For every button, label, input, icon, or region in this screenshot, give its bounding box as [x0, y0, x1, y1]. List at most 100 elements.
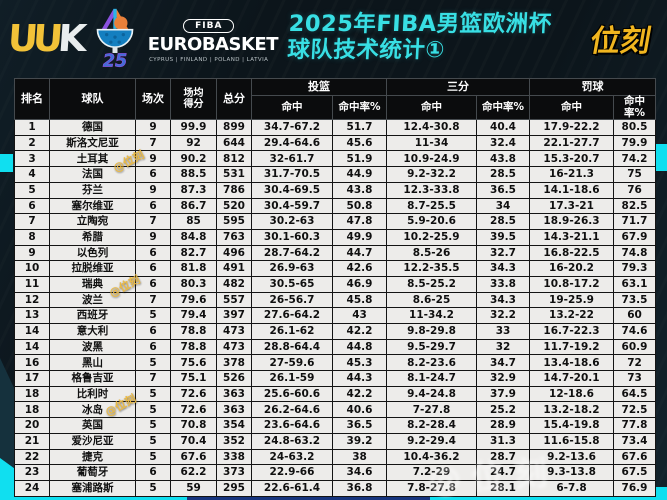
cell-rank: 11: [14, 275, 50, 293]
cell-fg_made: 27-59.6: [251, 354, 333, 372]
team-stats-table: 排名 球队 场次 场均 得分 总分 投篮 三分 罚球 命中 命中率% 命中 命中…: [14, 77, 656, 497]
cell-fg_pct: 45.8: [332, 291, 387, 309]
cell-total_points: 373: [216, 464, 252, 481]
cell-rank: 13: [14, 307, 50, 325]
cell-fg_made: 22.6-61.4: [251, 479, 333, 497]
cell-ft_made: 14.1-18.6: [529, 181, 614, 199]
cell-team: 塞尔维亚: [49, 197, 136, 215]
header-games: 场次: [135, 77, 171, 121]
cell-ft_made: 13.2-22: [529, 307, 614, 325]
cell-three_pct: 39.5: [476, 228, 530, 246]
cell-games: 6: [135, 323, 171, 340]
cell-games: 6: [135, 197, 171, 215]
cell-total_points: 531: [216, 166, 252, 183]
cell-three_pct: 32.2: [476, 307, 530, 325]
cell-avg_points: 84.8: [170, 228, 217, 246]
cell-avg_points: 70.8: [170, 417, 217, 434]
cell-fg_made: 25.6-60.6: [251, 385, 333, 403]
cell-games: 5: [135, 432, 171, 450]
cell-fg_pct: 51.9: [332, 150, 387, 168]
cell-ft_pct: 73: [613, 370, 656, 387]
cell-total_points: 363: [216, 401, 252, 419]
cell-three_pct: 32.7: [476, 244, 530, 262]
header-avg-line2: 得分: [183, 99, 204, 111]
cell-rank: 9: [14, 244, 50, 262]
cell-games: 9: [135, 150, 171, 168]
cell-games: 6: [135, 464, 171, 481]
cell-three_pct: 28.5: [476, 213, 530, 230]
cell-total_points: 473: [216, 323, 252, 340]
table-row: 14 意大利 6 78.8 473 26.1-62 42.2 9.8-29.8 33 16.7-2…: [14, 323, 656, 340]
cell-rank: 14: [14, 323, 50, 340]
header-fg-pct: 命中率%: [332, 94, 387, 121]
cell-ft_pct: 74.8: [613, 244, 656, 262]
cell-total_points: 812: [216, 150, 252, 168]
cell-avg_points: 75.6: [170, 354, 217, 372]
table-row: 12 波兰 7 79.6 557 26-56.7 45.8 8.6-25 34.3 19-25.9…: [14, 291, 656, 309]
cell-total_points: 363: [216, 385, 252, 403]
cell-total_points: 786: [216, 181, 252, 199]
trophy-basketball-icon: 25: [96, 8, 134, 69]
cell-three_pct: 34.3: [476, 260, 530, 277]
table-row: 14 波黑 6 78.8 473 28.8-64.4 44.8 9.5-29.7 32 11.7-…: [14, 338, 656, 356]
cell-ft_pct: 74.2: [613, 150, 656, 168]
cell-total_points: 520: [216, 197, 252, 215]
cell-three_made: 12.3-33.8: [386, 181, 477, 199]
table-body: 1 德国 9 99.9 899 34.7-67.2 51.7 12.4-30.8 40.4 17.…: [14, 119, 656, 497]
cell-ft_pct: 80.5: [613, 119, 656, 136]
cell-fg_pct: 36.5: [332, 417, 387, 434]
cell-three_pct: 33.8: [476, 275, 530, 293]
cell-ft_pct: 82.5: [613, 197, 656, 215]
host-countries-label: CYPRUS | FINLAND | POLAND | LATVIA: [149, 57, 269, 63]
cell-total_points: 595: [216, 213, 252, 230]
cell-fg_made: 26.9-63: [251, 260, 333, 277]
cell-team: 瑞典: [49, 275, 136, 293]
cell-avg_points: 88.5: [170, 166, 217, 183]
cell-fg_made: 32-61.7: [251, 150, 333, 168]
cell-three_pct: 28.5: [476, 166, 530, 183]
cell-team: 立陶宛: [49, 213, 136, 230]
cell-team: 比利时: [49, 385, 136, 403]
cell-team: 英国: [49, 417, 136, 434]
cell-rank: 14: [14, 338, 50, 356]
cell-rank: 24: [14, 479, 50, 497]
cell-fg_made: 26.1-59: [251, 370, 333, 387]
cell-games: 6: [135, 166, 171, 183]
cell-ft_pct: 64.5: [613, 385, 656, 403]
cell-fg_pct: 44.8: [332, 338, 387, 356]
cell-three_pct: 32.9: [476, 370, 530, 387]
cell-rank: 20: [14, 417, 50, 434]
cell-games: 9: [135, 119, 171, 136]
cell-games: 5: [135, 385, 171, 403]
cell-rank: 16: [14, 354, 50, 372]
cell-games: 7: [135, 213, 171, 230]
cell-avg_points: 99.9: [170, 119, 217, 136]
table-row: 2 斯洛文尼亚 7 92 644 29.4-64.6 45.6 11-34 32.4 22.1-2…: [14, 134, 656, 152]
cell-games: 6: [135, 244, 171, 262]
cell-total_points: 763: [216, 228, 252, 246]
cell-ft_pct: 63.1: [613, 275, 656, 293]
header-avg-line1: 场均: [183, 87, 204, 99]
cell-ft_made: 17.9-22.2: [529, 119, 614, 136]
cell-ft_pct: 79.9: [613, 134, 656, 152]
cell-fg_made: 29.4-64.6: [251, 134, 333, 152]
header-fg-made: 命中: [251, 94, 333, 121]
cell-total_points: 397: [216, 307, 252, 325]
cell-ft_pct: 72: [613, 354, 656, 372]
cell-rank: 21: [14, 432, 50, 450]
cell-avg_points: 87.3: [170, 181, 217, 199]
cell-total_points: 354: [216, 417, 252, 434]
cell-avg_points: 72.6: [170, 385, 217, 403]
cell-games: 6: [135, 338, 171, 356]
cell-games: 5: [135, 417, 171, 434]
cell-rank: 7: [14, 213, 50, 230]
cell-three_pct: 34: [476, 197, 530, 215]
cell-ft_made: 18.9-26.3: [529, 213, 614, 230]
eurobasket-label: EUROBASKET: [147, 34, 279, 55]
cell-team: 黑山: [49, 354, 136, 372]
cell-games: 5: [135, 307, 171, 325]
cell-avg_points: 62.2: [170, 464, 217, 481]
cell-ft_made: 6-7.8: [529, 479, 614, 497]
cell-rank: 18: [14, 401, 50, 419]
cell-fg_made: 30.1-60.3: [251, 228, 333, 246]
